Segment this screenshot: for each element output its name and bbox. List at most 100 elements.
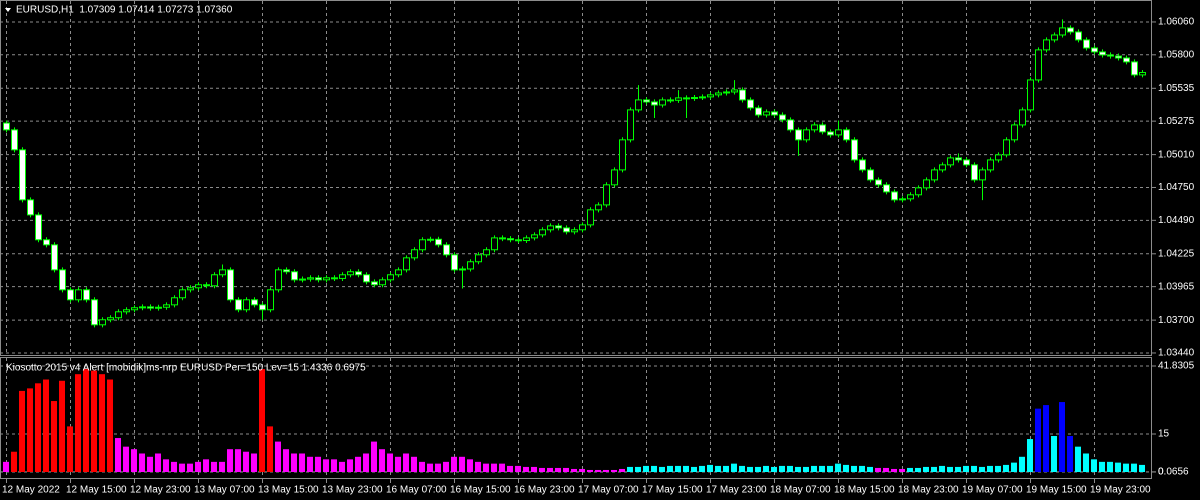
histogram-bar: [843, 464, 849, 472]
histogram-bar: [827, 465, 833, 472]
candle-body: [283, 269, 290, 273]
candle-body: [635, 99, 642, 111]
candle-body: [715, 92, 722, 96]
histogram-bar: [467, 459, 473, 472]
histogram-bar: [795, 466, 801, 472]
candle-body: [947, 157, 954, 166]
histogram-bar: [803, 466, 809, 472]
candle-body: [227, 269, 234, 301]
candle-body: [211, 274, 218, 287]
histogram-bar: [435, 463, 441, 472]
candle-body: [515, 239, 522, 242]
histogram-bar: [1035, 408, 1041, 472]
x-tick-label: 16 May 23:00: [514, 485, 575, 496]
histogram-bar: [643, 465, 649, 472]
candle-body: [115, 311, 122, 319]
histogram-bar: [779, 465, 785, 472]
indicator-title: Kiosotto 2015 v4 Alert [mobidik]ms-nrp E…: [6, 363, 366, 374]
histogram-bar: [507, 465, 513, 472]
candle-body: [1051, 34, 1058, 41]
histogram-bar: [859, 465, 865, 472]
histogram-bar: [171, 461, 177, 472]
histogram-bar: [1051, 436, 1057, 472]
histogram-bar: [1139, 464, 1145, 472]
histogram-bar: [339, 461, 345, 472]
candle-body: [187, 287, 194, 291]
histogram-bar: [659, 466, 665, 472]
y-tick-label: 1.03440: [1158, 348, 1195, 359]
candle-body: [427, 238, 434, 241]
histogram-bar: [27, 388, 33, 472]
candle-body: [491, 237, 498, 251]
candle-body: [963, 159, 970, 166]
candle-body: [339, 274, 346, 279]
candle-body: [139, 306, 146, 309]
histogram-bar: [723, 465, 729, 472]
candle-body: [915, 187, 922, 196]
histogram-bar: [99, 374, 105, 472]
candle-body: [331, 277, 338, 280]
candle-body: [939, 164, 946, 171]
x-tick-label: 18 May 23:00: [898, 485, 959, 496]
candle-body: [795, 129, 802, 141]
x-tick-label: 17 May 07:00: [578, 485, 639, 496]
histogram-bar: [19, 390, 25, 472]
y-tick-label: 1.05275: [1158, 116, 1195, 127]
candle-body: [899, 198, 906, 201]
histogram-bar: [907, 467, 913, 472]
x-tick-label: 12 May 15:00: [66, 485, 127, 496]
candle-body: [683, 97, 690, 100]
candle-body: [675, 97, 682, 101]
histogram-bar: [163, 459, 169, 472]
histogram-bar: [755, 466, 761, 472]
candle-body: [355, 271, 362, 276]
histogram-bar: [283, 449, 289, 472]
candle-body: [43, 239, 50, 246]
histogram-bar: [603, 469, 609, 472]
histogram-bar: [947, 466, 953, 472]
y-tick-label: 1.04490: [1158, 215, 1195, 226]
histogram-bar: [707, 464, 713, 472]
candle-body: [91, 299, 98, 326]
histogram-bar: [563, 467, 569, 472]
candle-body: [731, 89, 738, 93]
candle-body: [1059, 27, 1066, 36]
y-tick-label: 1.06060: [1158, 17, 1195, 28]
candle-body: [163, 304, 170, 308]
histogram-bar: [763, 465, 769, 472]
symbol-menu-arrow[interactable]: [5, 8, 11, 12]
histogram-bar: [875, 467, 881, 472]
histogram-bar: [1115, 462, 1121, 472]
histogram-bar: [691, 466, 697, 472]
candle-body: [523, 237, 530, 242]
x-tick-label: 18 May 07:00: [770, 485, 831, 496]
histogram-bar: [235, 449, 241, 472]
candle-body: [883, 184, 890, 193]
candle-body: [531, 234, 538, 239]
histogram-bar: [627, 466, 633, 472]
histogram-bar: [203, 459, 209, 472]
histogram-bar: [387, 453, 393, 472]
candle-body: [547, 225, 554, 231]
y-tick-label: 1.05535: [1158, 83, 1195, 94]
candle-body: [27, 199, 34, 216]
x-tick-label: 13 May 15:00: [258, 485, 319, 496]
histogram-bar: [515, 465, 521, 472]
candle-body: [803, 129, 810, 141]
histogram-bar: [715, 465, 721, 472]
candle-body: [603, 184, 610, 206]
candle-body: [307, 277, 314, 280]
candle-body: [659, 99, 666, 106]
histogram-bar: [579, 468, 585, 472]
histogram-bar: [227, 449, 233, 472]
indicator-panel-frame: [0, 357, 1152, 479]
histogram-bar: [147, 456, 153, 472]
y-tick-label: 0: [1158, 467, 1164, 478]
candle-body: [107, 317, 114, 321]
candle-body: [363, 274, 370, 283]
histogram-bar: [331, 459, 337, 472]
candle-body: [811, 124, 818, 131]
candle-body: [411, 249, 418, 259]
histogram-bar: [931, 466, 937, 472]
histogram-bar: [1043, 405, 1049, 472]
